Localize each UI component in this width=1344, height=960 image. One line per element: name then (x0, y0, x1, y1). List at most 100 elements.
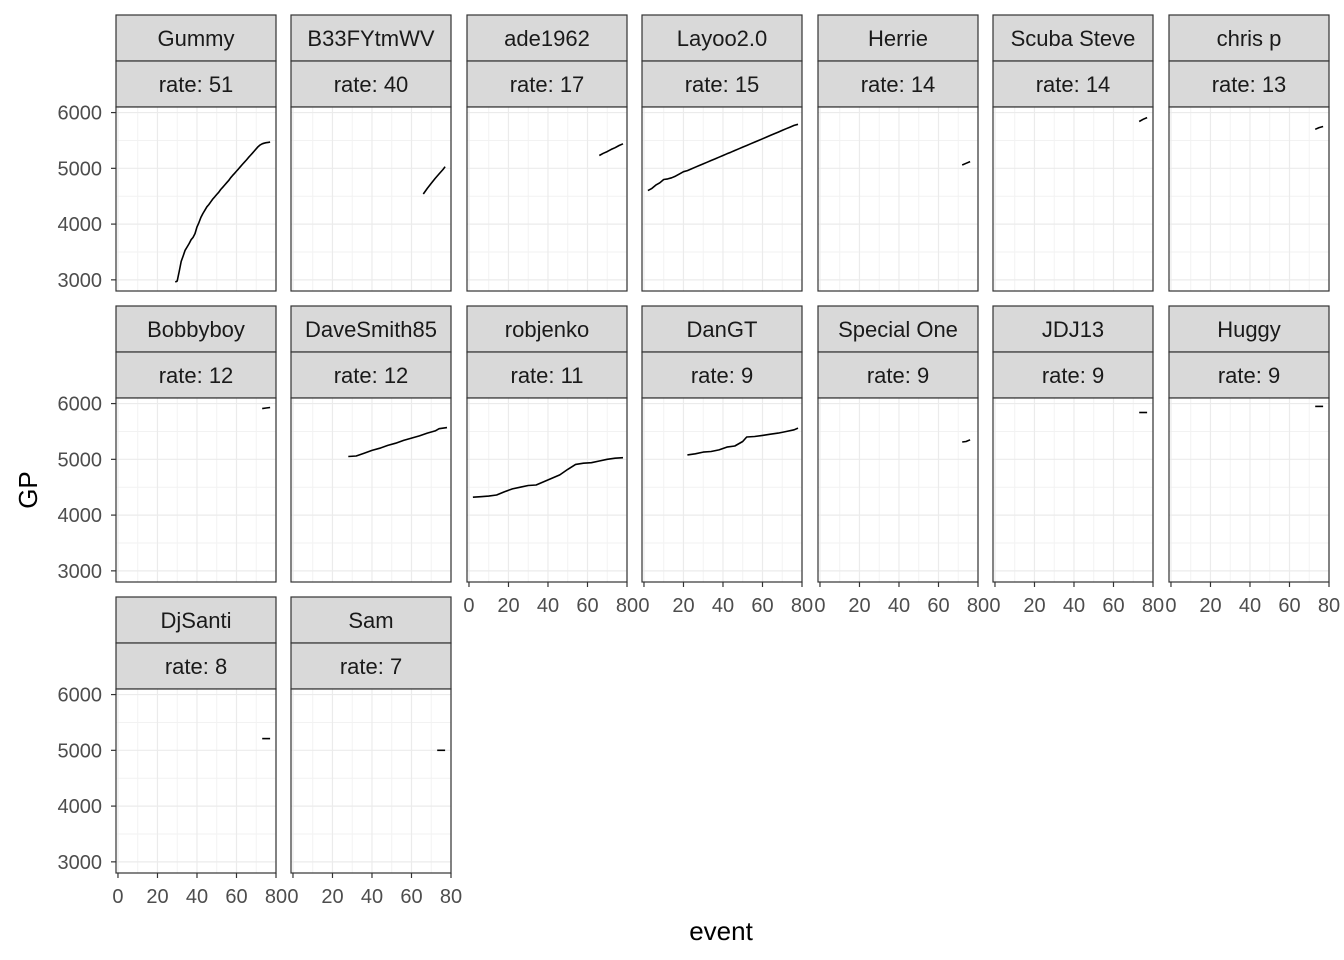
facet-rate-label: rate: 40 (334, 72, 409, 97)
facet-panel-4: Herrie rate: 14 (817, 14, 979, 292)
facet-panel-8: DaveSmith85 rate: 12 (290, 305, 452, 583)
facet-rate-label: rate: 9 (1218, 363, 1280, 388)
facet-strip-rate (290, 351, 452, 399)
x-tick-label: 20 (672, 595, 694, 617)
series-line (687, 427, 799, 456)
facet-strip-name (290, 596, 452, 644)
facet-rate-label: rate: 13 (1212, 72, 1287, 97)
facet-strip-name (641, 305, 803, 353)
facet-panel-13: Huggy rate: 9 0 20 40 60 80 (1165, 305, 1340, 617)
panel-border (1168, 106, 1330, 292)
y-tick-label: 5000 (58, 449, 103, 471)
x-tick-label: 80 (1318, 595, 1340, 617)
facet-rate-label: rate: 9 (867, 363, 929, 388)
series-line (348, 426, 448, 458)
panel-border (641, 397, 803, 583)
facet-rate-label: rate: 9 (691, 363, 753, 388)
facet-name-label: B33FYtmWV (307, 26, 434, 51)
facet-strip-name (466, 14, 628, 62)
facet-strip-name (290, 14, 452, 62)
x-tick-label: 60 (225, 886, 247, 908)
facet-strip-name (641, 14, 803, 62)
facet-rate-label: rate: 12 (159, 363, 234, 388)
facet-strip-rate (290, 60, 452, 108)
x-tick-label: 0 (814, 595, 825, 617)
x-tick-label: 60 (751, 595, 773, 617)
x-tick-label: 80 (616, 595, 638, 617)
facet-rate-label: rate: 8 (165, 654, 227, 679)
x-tick-label: 80 (265, 886, 287, 908)
panel-border (817, 106, 979, 292)
x-tick-label: 40 (888, 595, 910, 617)
facet-rate-label: rate: 14 (861, 72, 936, 97)
panel-border (817, 397, 979, 583)
facet-rate-label: rate: 12 (334, 363, 409, 388)
x-tick-label: 40 (186, 886, 208, 908)
facet-panel-14: DjSanti rate: 8 3000 4000 5000 6000 0 20 40 60 80 (58, 596, 287, 908)
panel-background (116, 107, 276, 291)
facet-rate-label: rate: 51 (159, 72, 234, 97)
x-tick-label: 0 (287, 886, 298, 908)
facet-panel-5: Scuba Steve rate: 14 (992, 14, 1154, 292)
facet-panel-7: Bobbyboy rate: 12 3000 4000 5000 6000 (58, 305, 277, 583)
y-axis-title: GP (13, 471, 43, 509)
panel-border (466, 106, 628, 292)
panel-border (115, 397, 277, 583)
facet-strip-name (992, 14, 1154, 62)
facet-panel-9: robjenko rate: 11 0 20 40 60 80 (463, 305, 638, 617)
y-tick-label: 4000 (58, 796, 103, 818)
facet-rate-label: rate: 15 (685, 72, 760, 97)
x-tick-label: 40 (712, 595, 734, 617)
facet-strip-rate (641, 351, 803, 399)
panel-background (818, 107, 978, 291)
facet-panel-3: Layoo2.0 rate: 15 (641, 14, 803, 292)
panel-background (642, 107, 802, 291)
facet-name-label: Layoo2.0 (677, 26, 768, 51)
panel-border (466, 397, 628, 583)
facet-name-label: Huggy (1217, 317, 1281, 342)
panel-background (993, 107, 1153, 291)
facet-name-label: DaveSmith85 (305, 317, 437, 342)
facet-strip-name (115, 596, 277, 644)
facet-strip-rate (817, 60, 979, 108)
x-tick-label: 60 (1278, 595, 1300, 617)
facet-strip-name (817, 14, 979, 62)
panel-background (467, 398, 627, 582)
facet-panel-2: ade1962 rate: 17 (466, 14, 628, 292)
panel-background (467, 107, 627, 291)
y-tick-label: 6000 (58, 103, 103, 125)
x-tick-label: 20 (848, 595, 870, 617)
y-tick-label: 4000 (58, 505, 103, 527)
panel-border (115, 688, 277, 874)
y-tick-label: 3000 (58, 561, 103, 583)
panel-border (641, 106, 803, 292)
x-tick-label: 80 (440, 886, 462, 908)
facet-strip-rate (1168, 351, 1330, 399)
panel-background (116, 689, 276, 873)
facet-panel-11: Special One rate: 9 0 20 40 60 80 (814, 305, 989, 617)
x-tick-label: 80 (791, 595, 813, 617)
x-tick-label: 20 (321, 886, 343, 908)
series-line (1314, 125, 1324, 131)
facet-name-label: Gummy (158, 26, 235, 51)
x-tick-label: 80 (1142, 595, 1164, 617)
panel-background (642, 398, 802, 582)
facet-strip-rate (466, 351, 628, 399)
facet-name-label: ade1962 (504, 26, 590, 51)
series-line (598, 143, 624, 157)
facet-panel-0: Gummy rate: 51 3000 4000 5000 6000 (58, 14, 277, 292)
y-tick-label: 6000 (58, 685, 103, 707)
facet-name-label: robjenko (505, 317, 589, 342)
x-tick-label: 80 (967, 595, 989, 617)
panel-border (1168, 397, 1330, 583)
panel-background (291, 107, 451, 291)
x-tick-label: 0 (638, 595, 649, 617)
y-tick-label: 6000 (58, 394, 103, 416)
series-line (472, 456, 624, 498)
series-line (262, 406, 271, 410)
facet-name-label: JDJ13 (1042, 317, 1104, 342)
facet-name-label: Herrie (868, 26, 928, 51)
facet-name-label: Special One (838, 317, 958, 342)
facet-strip-name (115, 305, 277, 353)
